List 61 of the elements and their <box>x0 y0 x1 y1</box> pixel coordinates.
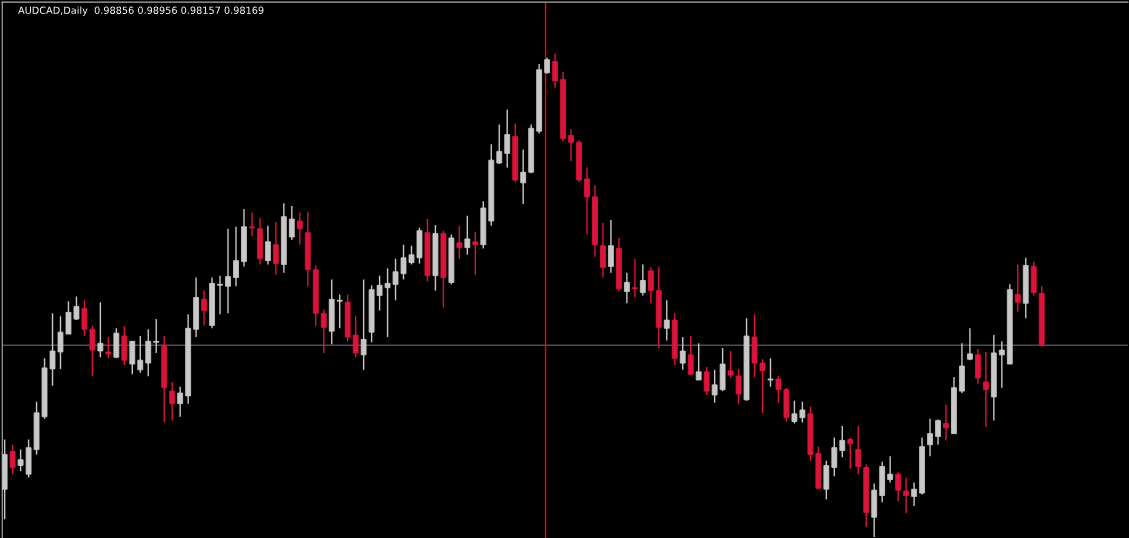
candlestick <box>9 444 16 475</box>
candlestick <box>504 108 511 169</box>
candlestick <box>703 366 710 396</box>
candlestick <box>911 481 917 507</box>
candlestick <box>336 293 343 329</box>
candlestick <box>568 128 574 162</box>
candlestick <box>153 318 160 354</box>
candlestick <box>352 315 359 358</box>
candlestick <box>177 386 184 418</box>
candlestick <box>249 212 255 237</box>
candlestick <box>584 166 590 236</box>
candlestick <box>129 340 136 375</box>
candlestick <box>679 336 686 371</box>
candlestick <box>137 335 144 374</box>
candlestick <box>233 226 239 287</box>
candlestick <box>272 221 279 276</box>
candlestick <box>823 459 830 501</box>
candlestick <box>472 230 479 276</box>
candlestick <box>265 225 271 266</box>
candlestick <box>464 215 471 256</box>
candlestick <box>105 336 112 359</box>
candlestick <box>600 222 606 279</box>
candlestick <box>360 278 367 371</box>
candlestick <box>975 348 981 385</box>
candlestick <box>288 205 295 241</box>
candlestick <box>847 436 854 470</box>
candlestick <box>169 381 176 422</box>
candlestick <box>855 425 862 475</box>
candlestick <box>320 308 327 354</box>
candlestick <box>97 301 104 358</box>
candlestick <box>687 335 694 376</box>
candlestick <box>647 266 654 304</box>
candlestick <box>695 342 702 381</box>
candlestick <box>145 328 152 377</box>
candlestick <box>217 274 223 315</box>
candlestick <box>967 327 973 361</box>
candlestick <box>624 272 630 304</box>
candlestick <box>1014 263 1021 313</box>
candlestick <box>663 299 670 342</box>
candlestick <box>767 357 774 388</box>
candlestick <box>631 258 638 299</box>
candlestick <box>943 403 949 442</box>
candlestick <box>456 225 463 260</box>
candlestick <box>608 219 614 274</box>
candlestick <box>903 476 909 515</box>
candlestick <box>201 289 207 327</box>
candlestick <box>296 212 303 246</box>
candlestick <box>225 228 231 315</box>
candlestick <box>831 436 838 477</box>
candlestick <box>496 123 503 165</box>
candlestick <box>895 471 902 502</box>
candlestick <box>935 418 941 446</box>
candlestick <box>887 455 894 484</box>
candlestick <box>639 263 646 297</box>
candlestick <box>982 351 989 428</box>
candlestick <box>839 425 846 459</box>
candlestick <box>520 148 527 205</box>
candlestick <box>552 53 558 89</box>
chart-title: AUDCAD,Daily 0.98856 0.98956 0.98157 0.98169 <box>18 6 264 16</box>
candlestick <box>998 340 1005 389</box>
candlestick <box>927 417 933 458</box>
